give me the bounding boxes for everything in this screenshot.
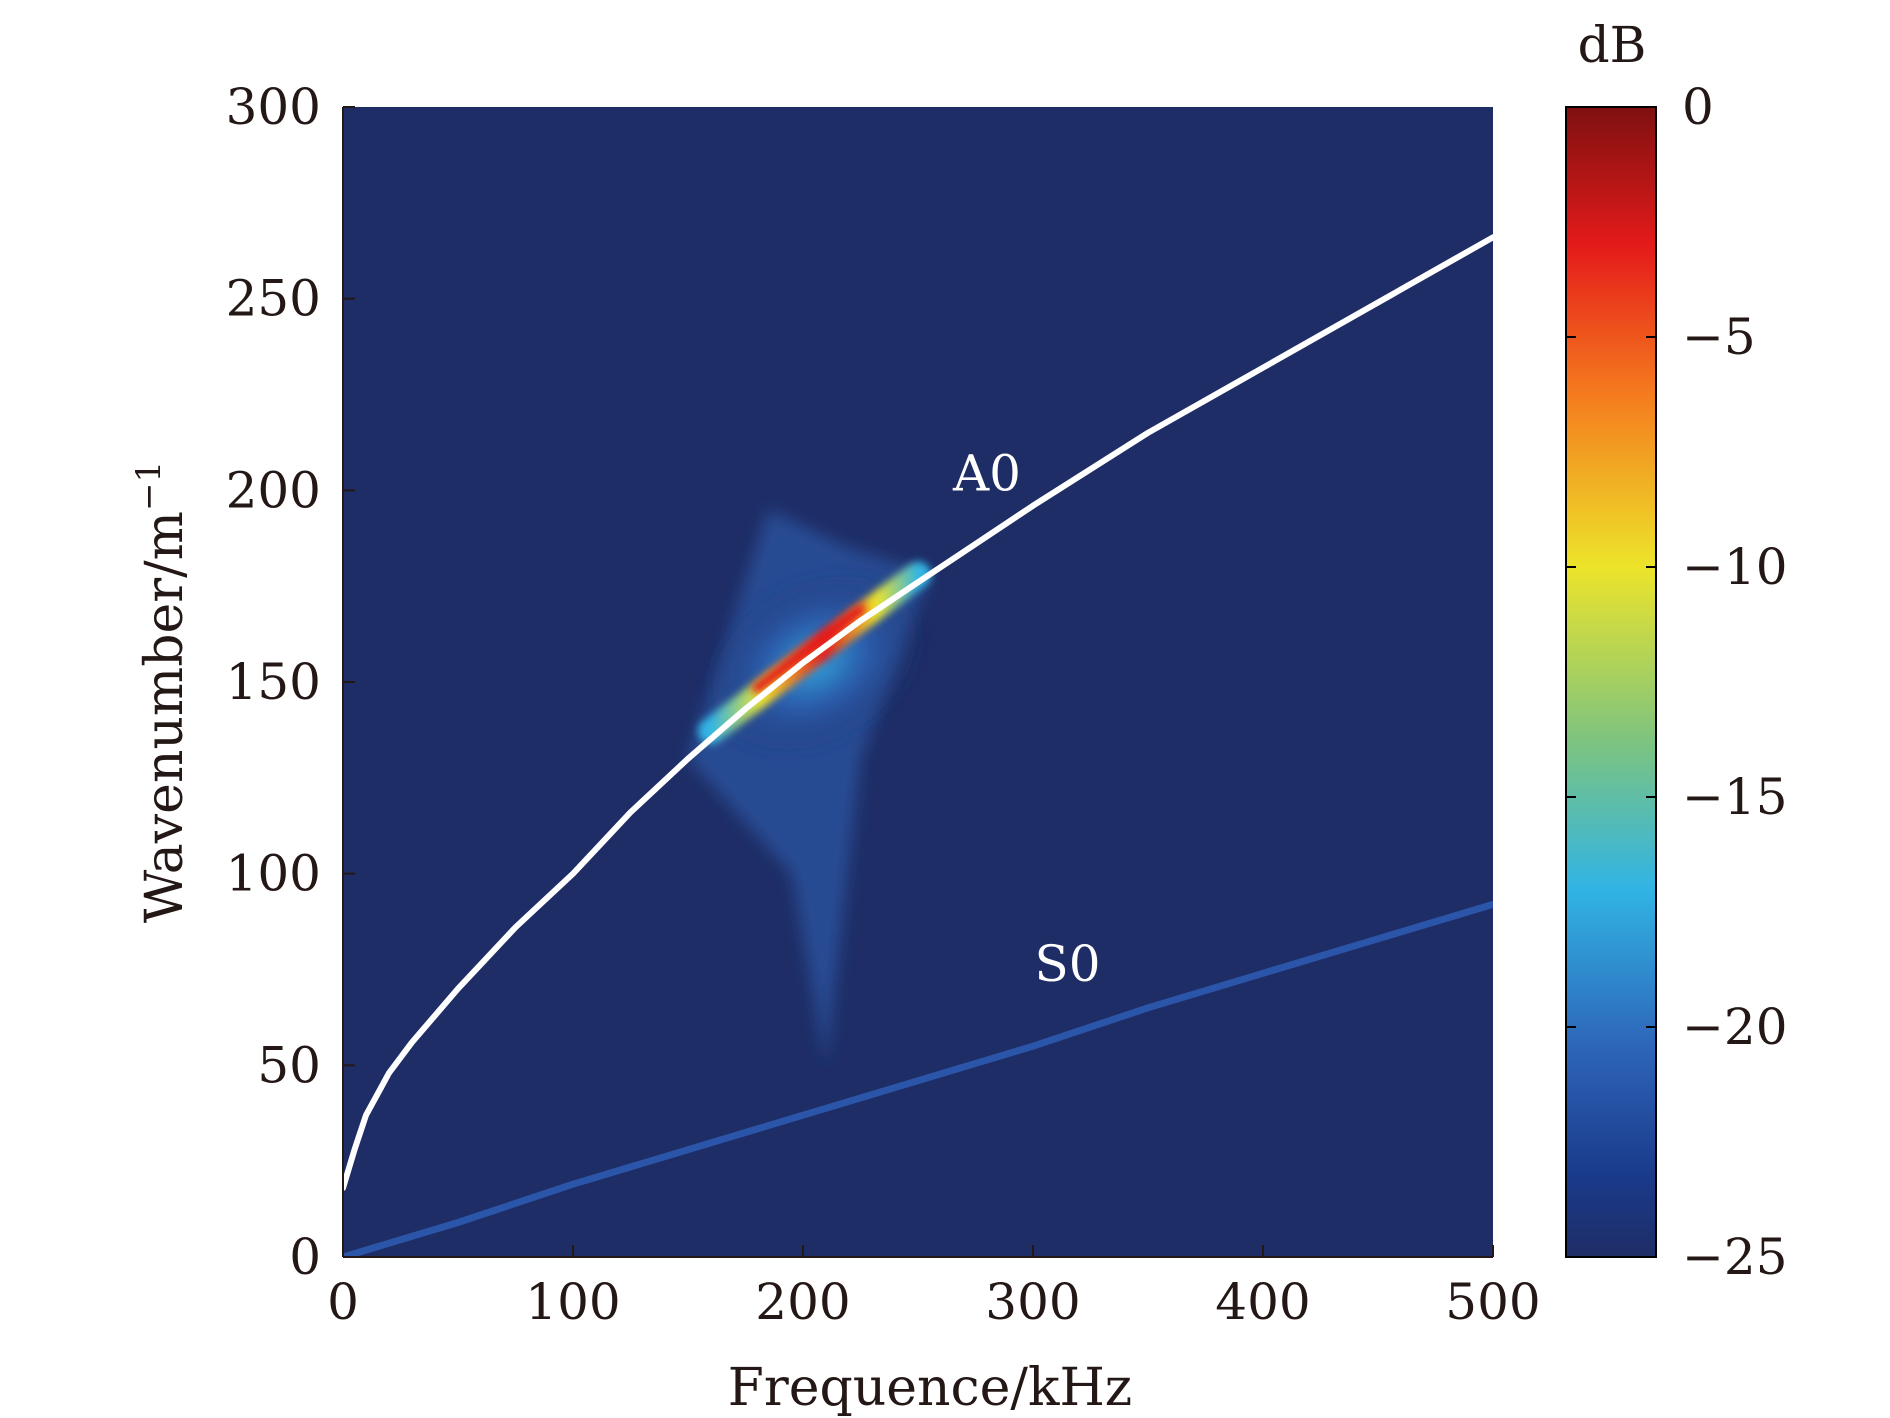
- colorbar-tick-label: −5: [1682, 308, 1756, 366]
- x-tick-label: 200: [755, 1273, 850, 1331]
- y-tick-label: 200: [226, 461, 321, 519]
- x-axis-label: Frequence/kHz: [728, 1358, 1132, 1418]
- y-tick-label: 250: [226, 270, 321, 328]
- x-tick-label: 500: [1445, 1273, 1540, 1331]
- colorbar-tick-label: 0: [1682, 78, 1714, 136]
- plot-area: A0 S0: [343, 107, 1493, 1257]
- x-tick-label: 0: [327, 1273, 359, 1331]
- heatmap-background: [343, 107, 1493, 1257]
- colorbar-tick-label: −20: [1682, 998, 1788, 1056]
- y-tick-label: 50: [257, 1036, 321, 1094]
- colorbar-tick-label: −25: [1682, 1228, 1788, 1286]
- y-tick-label: 150: [226, 653, 321, 711]
- x-tick-label: 400: [1215, 1273, 1310, 1331]
- y-axis-label: Wavenumber/m−1: [129, 461, 195, 923]
- y-axis-label-exponent: −1: [129, 461, 169, 511]
- x-tick-label: 100: [525, 1273, 620, 1331]
- y-axis-label-text: Wavenumber/m: [135, 511, 195, 923]
- curve-label-a0: A0: [952, 444, 1021, 502]
- colorbar-tick-label: −10: [1682, 538, 1788, 596]
- y-tick-label: 100: [226, 845, 321, 903]
- x-tick-label: 300: [985, 1273, 1080, 1331]
- y-tick-label: 0: [289, 1228, 321, 1286]
- series-line-a0: [343, 234, 1493, 1191]
- colorbar-title: dB: [1578, 16, 1647, 74]
- curve-label-s0: S0: [1034, 935, 1100, 993]
- axes: 0 100 200 300 400 500 0 50 100 150 200 250 300 Freq…: [129, 78, 1541, 1418]
- y-tick-label: 300: [226, 78, 321, 136]
- hotspot-peak: [752, 604, 866, 694]
- colorbar-gradient: [1565, 106, 1657, 1258]
- colorbar: dB 0 −5 −10 −15 −20 −25: [1565, 16, 1788, 1286]
- colorbar-tick-label: −15: [1682, 768, 1788, 826]
- series-line-s0: [343, 900, 1493, 1257]
